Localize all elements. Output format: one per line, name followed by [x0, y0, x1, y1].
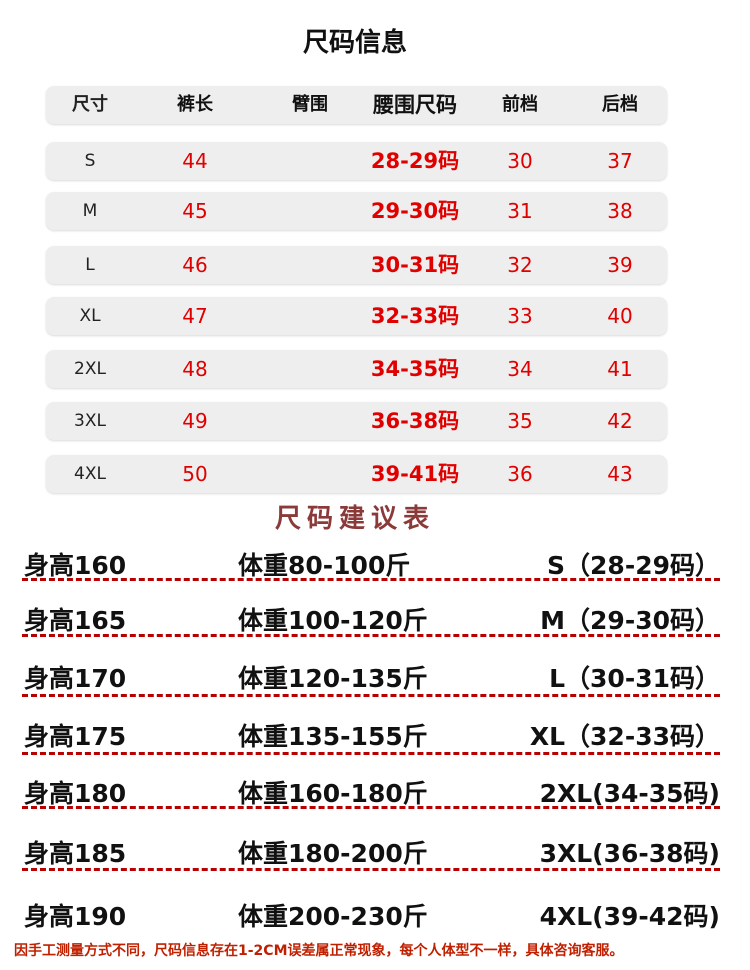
- table-row: L 46 30-31码 32 39: [46, 246, 667, 284]
- table-cell: XL: [79, 306, 101, 326]
- table-row: 3XL 49 36-38码 35 42: [46, 402, 667, 440]
- recommend-height: 身高160: [24, 551, 127, 580]
- header-cell: 后档: [602, 94, 638, 115]
- table-cell: 30: [507, 149, 533, 173]
- table-cell: [260, 142, 360, 180]
- table-cell: 36-38码: [370, 409, 460, 433]
- recommend-weight: 体重80-100斤: [238, 551, 411, 580]
- recommend-height: 身高170: [24, 664, 127, 693]
- recommend-size: L（30-31码）: [549, 664, 720, 693]
- page-title: 尺码信息: [302, 28, 407, 58]
- table-row: XL 47 32-33码 33 40: [46, 297, 667, 335]
- recommend-row: 身高165 体重100-120斤 M（29-30码）: [0, 601, 750, 641]
- table-cell: 28-29码: [370, 149, 460, 173]
- recommend-row: 身高175 体重135-155斤 XL（32-33码）: [0, 717, 750, 757]
- table-row: 2XL 48 34-35码 34 41: [46, 350, 667, 388]
- table-cell: [260, 350, 360, 388]
- recommend-height: 身高180: [24, 779, 127, 808]
- measurement-note: 因手工测量方式不同，尺码信息存在1-2CM误差属正常现象，每个人体型不一样，具体…: [14, 943, 624, 959]
- table-cell: [260, 402, 360, 440]
- header-cell: 裤长: [177, 94, 213, 115]
- table-cell: 44: [182, 149, 208, 173]
- table-cell: 39: [607, 253, 633, 277]
- recommend-row: 身高185 体重180-200斤 3XL(36-38码): [0, 834, 750, 874]
- dashed-divider: [22, 752, 720, 755]
- table-cell: 47: [182, 304, 208, 328]
- recommend-row: 身高170 体重120-135斤 L（30-31码）: [0, 659, 750, 699]
- table-cell: [260, 455, 360, 493]
- table-cell: 42: [607, 409, 633, 433]
- table-cell: 45: [182, 199, 208, 223]
- recommend-weight: 体重160-180斤: [238, 779, 428, 808]
- table-cell: S: [84, 151, 96, 171]
- table-cell: 49: [182, 409, 208, 433]
- recommend-size: 2XL(34-35码): [539, 779, 720, 808]
- table-cell: 38: [607, 199, 633, 223]
- recommend-size: 4XL(39-42码): [539, 902, 720, 931]
- table-row: 4XL 50 39-41码 36 43: [46, 455, 667, 493]
- table-cell: L: [85, 255, 95, 275]
- recommend-height: 身高165: [24, 606, 127, 635]
- header-cell: 腰围尺码: [373, 93, 457, 117]
- table-cell: 41: [607, 357, 633, 381]
- recommend-row: 身高180 体重160-180斤 2XL(34-35码): [0, 774, 750, 814]
- table-cell: 50: [182, 462, 208, 486]
- recommend-size: 3XL(36-38码): [539, 839, 720, 868]
- table-cell: 32: [507, 253, 533, 277]
- dashed-divider: [22, 634, 720, 637]
- recommend-weight: 体重120-135斤: [238, 664, 428, 693]
- table-cell: [260, 192, 360, 230]
- table-cell: 2XL: [74, 359, 106, 379]
- table-cell: 39-41码: [370, 462, 460, 486]
- table-cell: 32-33码: [370, 304, 460, 328]
- table-header: 尺寸 裤长 臂围 腰围尺码 前档 后档: [46, 86, 667, 124]
- table-cell: 34-35码: [370, 357, 460, 381]
- table-cell: 37: [607, 149, 633, 173]
- table-row: S 44 28-29码 30 37: [46, 142, 667, 180]
- table-cell: 31: [507, 199, 533, 223]
- recommend-height: 身高175: [24, 722, 127, 751]
- recommend-weight: 体重100-120斤: [238, 606, 428, 635]
- header-cell: 尺寸: [72, 94, 108, 115]
- table-cell: 40: [607, 304, 633, 328]
- table-cell: 30-31码: [370, 253, 460, 277]
- recommend-size: S（28-29码）: [547, 551, 720, 580]
- table-cell: 34: [507, 357, 533, 381]
- table-cell: [260, 246, 360, 284]
- recommend-row: 身高190 体重200-230斤 4XL(39-42码): [0, 897, 750, 937]
- table-cell: [260, 297, 360, 335]
- table-cell: 48: [182, 357, 208, 381]
- table-cell: 46: [182, 253, 208, 277]
- table-cell: 36: [507, 462, 533, 486]
- table-cell: 35: [507, 409, 533, 433]
- dashed-divider: [22, 868, 720, 871]
- header-cell: 前档: [502, 94, 538, 115]
- recommend-height: 身高185: [24, 839, 127, 868]
- recommend-size: XL（32-33码）: [529, 722, 720, 751]
- dashed-divider: [22, 806, 720, 809]
- recommend-weight: 体重135-155斤: [238, 722, 428, 751]
- recommend-weight: 体重200-230斤: [238, 902, 428, 931]
- table-cell: 4XL: [74, 464, 106, 484]
- recommend-weight: 体重180-200斤: [238, 839, 428, 868]
- table-cell: 33: [507, 304, 533, 328]
- table-cell: 29-30码: [370, 199, 460, 223]
- dashed-divider: [22, 578, 720, 581]
- table-row: M 45 29-30码 31 38: [46, 192, 667, 230]
- table-cell: 43: [607, 462, 633, 486]
- recommend-title: 尺码建议表: [274, 504, 435, 534]
- recommend-size: M（29-30码）: [540, 606, 720, 635]
- table-cell: 3XL: [74, 411, 106, 431]
- recommend-height: 身高190: [24, 902, 127, 931]
- dashed-divider: [22, 694, 720, 697]
- table-cell: M: [82, 201, 98, 221]
- header-cell: 臂围: [292, 94, 328, 115]
- recommend-row: 身高160 体重80-100斤 S（28-29码）: [0, 546, 750, 586]
